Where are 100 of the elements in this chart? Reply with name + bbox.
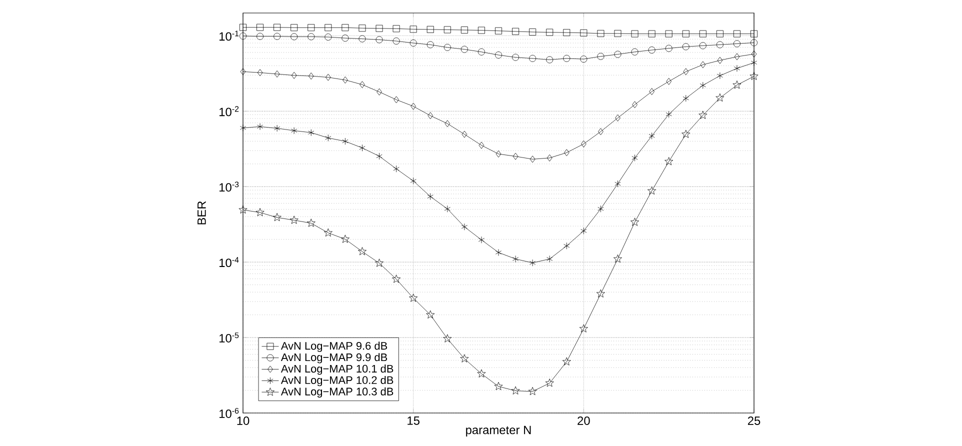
point	[326, 74, 331, 81]
point	[462, 130, 468, 138]
legend-label: AvN Log−MAP 10.2 dB	[280, 376, 394, 386]
legend-label: AvN Log−MAP 10.3 dB	[280, 387, 394, 398]
point	[426, 310, 435, 318]
point	[562, 357, 571, 366]
point	[529, 28, 536, 36]
point	[733, 30, 740, 38]
point	[648, 132, 655, 140]
point	[410, 40, 417, 47]
point	[375, 258, 384, 267]
point	[359, 144, 366, 152]
point	[598, 128, 604, 136]
point	[290, 24, 298, 32]
point	[340, 234, 350, 243]
point	[392, 38, 400, 45]
point	[256, 32, 264, 40]
point	[426, 26, 434, 33]
point	[614, 50, 622, 58]
point	[240, 32, 246, 40]
point	[529, 54, 536, 62]
point	[496, 150, 502, 158]
point	[410, 26, 417, 33]
y-tick-label: 10$^{-2}$	[220, 106, 239, 116]
point	[291, 127, 298, 134]
point	[376, 152, 382, 160]
point	[394, 96, 399, 104]
point	[750, 39, 758, 46]
point	[290, 33, 298, 40]
point	[563, 29, 570, 36]
point	[732, 80, 742, 89]
point	[512, 255, 519, 262]
point	[512, 28, 520, 35]
point	[699, 42, 706, 50]
x-tick-label: 25	[748, 416, 760, 425]
point	[392, 274, 401, 283]
point	[240, 68, 246, 76]
point	[274, 70, 280, 78]
legend-label: AvN Log−MAP 9.6 dB	[280, 342, 388, 352]
point	[649, 88, 654, 96]
point	[597, 52, 604, 60]
point	[682, 30, 690, 38]
point	[308, 24, 315, 32]
point	[240, 124, 246, 132]
point	[564, 242, 570, 250]
point	[308, 129, 314, 136]
point	[546, 255, 553, 262]
point	[751, 50, 757, 58]
point	[666, 110, 672, 118]
point	[444, 26, 451, 34]
point	[716, 30, 724, 38]
point	[631, 30, 638, 38]
point	[324, 228, 332, 237]
y-tick-label: 10$^{-3}$	[220, 182, 239, 192]
point	[495, 249, 502, 256]
point	[342, 34, 349, 42]
point	[409, 294, 418, 302]
point	[563, 54, 570, 62]
point	[750, 72, 758, 80]
point	[632, 154, 638, 162]
point	[358, 35, 366, 42]
point	[393, 165, 400, 172]
point	[444, 44, 451, 51]
point	[460, 46, 468, 53]
point	[698, 110, 708, 119]
point	[545, 378, 554, 387]
y-tick-label: 10$^{-1}$	[220, 30, 239, 41]
point	[614, 180, 621, 188]
legend-label: AvN Log−MAP 9.9 dB	[280, 353, 388, 364]
point	[596, 289, 605, 298]
point	[358, 24, 366, 32]
point	[512, 54, 520, 61]
point	[699, 30, 706, 38]
point	[257, 69, 263, 76]
point	[734, 64, 740, 72]
point	[579, 324, 588, 332]
point	[717, 56, 723, 64]
point	[460, 26, 468, 34]
point	[581, 140, 586, 148]
point	[460, 354, 469, 362]
x-tick-label: 10	[237, 416, 250, 425]
point	[376, 88, 382, 96]
point	[324, 24, 332, 32]
point	[461, 223, 468, 230]
point	[630, 218, 640, 226]
point	[360, 81, 365, 88]
point	[478, 236, 485, 244]
point	[291, 72, 297, 79]
point	[564, 149, 570, 156]
point	[290, 216, 298, 224]
point	[734, 53, 740, 60]
point	[477, 369, 486, 378]
point	[428, 112, 434, 120]
point	[615, 114, 620, 122]
point	[392, 25, 400, 32]
point	[580, 227, 587, 234]
point	[478, 26, 485, 34]
point	[256, 24, 264, 31]
point	[444, 120, 450, 128]
point	[256, 123, 264, 130]
